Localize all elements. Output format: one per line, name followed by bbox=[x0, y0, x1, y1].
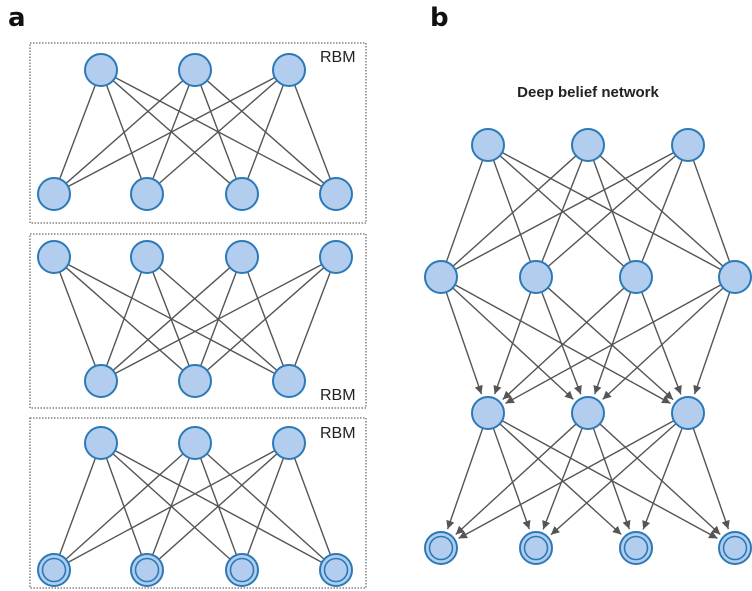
panel-label-b: b bbox=[430, 3, 449, 33]
rbm1-hidden-node-1 bbox=[178, 53, 212, 87]
panel-b: Deep belief network bbox=[424, 84, 752, 565]
dbn-l2-edge-0-0 bbox=[445, 291, 483, 395]
dbn-nodes bbox=[424, 128, 752, 565]
dbn-l2-edge-2-0 bbox=[502, 287, 625, 400]
rbm2-visible-node-2 bbox=[225, 240, 259, 274]
rbm2-edge-1-0 bbox=[105, 271, 143, 367]
rbm2-edge-3-1 bbox=[206, 267, 325, 371]
dbn-l3-edge-1-1 bbox=[542, 427, 583, 530]
dbn-l3-edge-1-2 bbox=[592, 427, 631, 530]
dbn-edges bbox=[445, 151, 731, 540]
dbn-layer3-node-2 bbox=[671, 396, 705, 430]
panel-a: RBM RBM RBM bbox=[29, 42, 367, 589]
dbn-l1-edge-2-3 bbox=[692, 159, 731, 263]
dbn-l1-edge-1-0 bbox=[452, 155, 577, 267]
dbn-top-node-1 bbox=[571, 128, 605, 162]
rbm-edges bbox=[58, 76, 332, 564]
dbn-l2-edge-1-0 bbox=[493, 291, 532, 395]
dbn-l1-edge-0-1 bbox=[492, 159, 532, 263]
panel-label-a: a bbox=[8, 3, 26, 33]
rbm1-hidden-node-0 bbox=[84, 53, 118, 87]
rbm-box-bottom bbox=[29, 417, 367, 589]
dbn-l2-edge-3-1 bbox=[602, 287, 724, 400]
dbn-l3-edge-0-2 bbox=[499, 423, 622, 536]
rbm1-edge-2-0 bbox=[67, 76, 276, 188]
rbm1-visible-node-1 bbox=[130, 177, 164, 211]
dbn-input-node-1 bbox=[519, 531, 553, 565]
rbm1-edge-2-1 bbox=[158, 79, 278, 185]
rbm3-hidden-node-0 bbox=[84, 426, 118, 460]
rbm3-input-node-1 bbox=[130, 553, 164, 587]
dbn-l3-edge-1-3 bbox=[599, 423, 721, 535]
dbn-layer3-node-1 bbox=[571, 396, 605, 430]
rbm-label-top: RBM bbox=[320, 49, 356, 66]
rbm3-edge-2-1 bbox=[158, 453, 278, 560]
rbm2-hidden-node-1 bbox=[178, 364, 212, 398]
rbm3-hidden-node-2 bbox=[272, 426, 306, 460]
rbm1-visible-node-2 bbox=[225, 177, 259, 211]
dbn-input-node-3 bbox=[718, 531, 752, 565]
rbm-label-bottom: RBM bbox=[320, 425, 356, 442]
rbm3-hidden-node-1 bbox=[178, 426, 212, 460]
dbn-layer2-node-3 bbox=[718, 260, 752, 294]
rbm3-input-node-2 bbox=[225, 553, 259, 587]
dbn-l1-edge-1-1 bbox=[541, 159, 583, 263]
dbn-l2-edge-2-2 bbox=[641, 291, 682, 395]
rbm2-edge-3-0 bbox=[114, 263, 323, 375]
rbm-box-top bbox=[29, 42, 367, 224]
rbm2-edge-2-0 bbox=[112, 267, 231, 371]
rbm2-visible-node-1 bbox=[130, 240, 164, 274]
rbm1-hidden-node-2 bbox=[272, 53, 306, 87]
dbn-layer2-node-2 bbox=[619, 260, 653, 294]
rbm-nodes bbox=[37, 53, 353, 587]
dbn-l2-edge-2-1 bbox=[593, 291, 632, 395]
rbm1-visible-node-3 bbox=[319, 177, 353, 211]
rbm3-edge-2-3 bbox=[293, 457, 332, 556]
rbm1-edge-2-2 bbox=[247, 84, 284, 180]
rbm1-visible-node-0 bbox=[37, 177, 71, 211]
rbm1-edge-0-0 bbox=[59, 84, 96, 180]
rbm3-edge-2-0 bbox=[67, 449, 276, 564]
rbm3-input-node-3 bbox=[319, 553, 353, 587]
dbn-input-node-0 bbox=[424, 531, 458, 565]
dbn-input-node-2 bbox=[619, 531, 653, 565]
rbm2-hidden-node-0 bbox=[84, 364, 118, 398]
dbn-l3-edge-0-0 bbox=[446, 427, 484, 530]
dbn-l1-edge-2-2 bbox=[641, 159, 683, 263]
dbn-l3-edge-2-0 bbox=[458, 420, 675, 540]
dbn-l3-edge-0-3 bbox=[501, 420, 718, 540]
dbn-layer2-node-1 bbox=[519, 260, 553, 294]
dbn-l1-edge-0-0 bbox=[445, 159, 484, 263]
rbm3-edge-0-0 bbox=[58, 457, 97, 556]
dbn-l3-edge-2-1 bbox=[550, 423, 677, 536]
rbm3-input-node-0 bbox=[37, 553, 71, 587]
rbm2-edge-3-2 bbox=[294, 271, 331, 367]
rbm-label-middle: RBM bbox=[320, 387, 356, 404]
rbm3-edge-2-2 bbox=[246, 457, 285, 556]
dbn-l3-edge-2-2 bbox=[642, 427, 683, 530]
rbm1-edge-1-0 bbox=[65, 80, 184, 184]
rbm2-edge-0-0 bbox=[59, 271, 96, 367]
dbn-l3-edge-1-0 bbox=[455, 423, 577, 535]
dbn-top-node-2 bbox=[671, 128, 705, 162]
dbn-l1-edge-2-0 bbox=[454, 151, 675, 271]
rbm2-visible-node-0 bbox=[37, 240, 71, 274]
dbn-l2-edge-1-1 bbox=[541, 291, 582, 395]
dbn-layer2-node-0 bbox=[424, 260, 458, 294]
rbm2-hidden-node-2 bbox=[272, 364, 306, 398]
dbn-l3-edge-2-3 bbox=[692, 427, 730, 530]
rbm1-edge-2-3 bbox=[294, 84, 331, 180]
rbm-box-middle bbox=[29, 233, 367, 409]
rbm2-visible-node-3 bbox=[319, 240, 353, 274]
rbm3-edge-1-0 bbox=[65, 453, 184, 560]
dbn-l2-edge-3-2 bbox=[693, 291, 731, 395]
dbn-layer3-node-0 bbox=[471, 396, 505, 430]
dbn-l3-edge-0-1 bbox=[492, 427, 531, 530]
dbn-l2-edge-3-0 bbox=[505, 284, 722, 404]
dbn-l2-edge-1-2 bbox=[547, 287, 674, 401]
dbn-l1-edge-2-1 bbox=[547, 154, 677, 268]
dbn-top-node-0 bbox=[471, 128, 505, 162]
dbn-title: Deep belief network bbox=[517, 84, 659, 101]
